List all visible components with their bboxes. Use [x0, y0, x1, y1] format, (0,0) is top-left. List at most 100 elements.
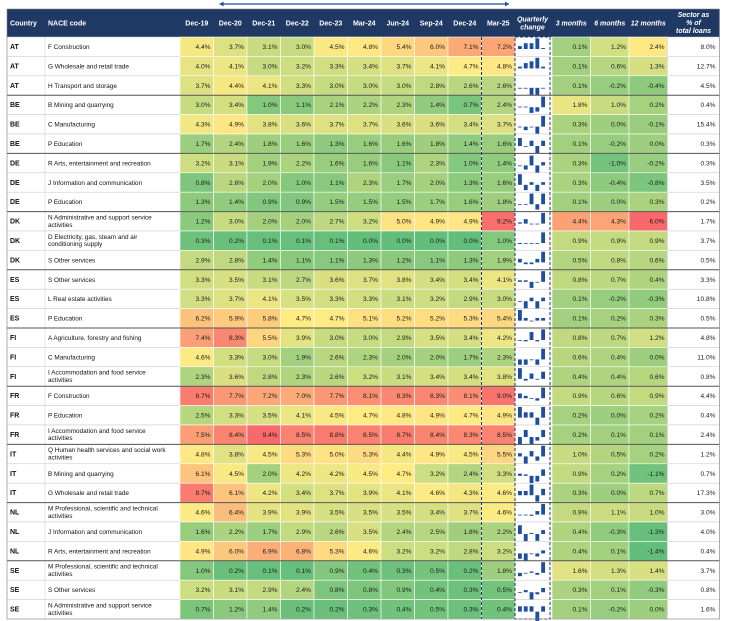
value-label: 1.6%	[296, 141, 311, 148]
value-label: 0.8%	[363, 587, 378, 594]
share-label: 3.3%	[700, 277, 715, 284]
share-label: 4.4%	[700, 393, 715, 400]
value-label: 3.1%	[262, 277, 277, 284]
header-quarter: Mar-24	[353, 21, 376, 28]
sparkline-bar	[529, 320, 534, 322]
sparkline-bar	[535, 107, 540, 112]
value-label: 3.1%	[396, 296, 411, 303]
value-label: 2.6%	[497, 83, 512, 90]
value-label: 4.1%	[396, 490, 411, 497]
sparkline-bar	[523, 219, 528, 224]
share-label: 3.7%	[700, 238, 715, 245]
nace-label: activities	[48, 610, 73, 617]
value-label: 1.3%	[329, 141, 344, 148]
change-label: 0.2%	[649, 451, 664, 458]
value-label: 8.1%	[363, 393, 378, 400]
value-label: 1.6%	[497, 180, 512, 187]
change-label: 0.9%	[572, 238, 587, 245]
value-label: 1.6%	[363, 160, 378, 167]
value-label: 0.0%	[396, 238, 411, 245]
sparkline-bar	[535, 317, 540, 321]
sparkline-bar	[523, 165, 528, 170]
change-label: 0.6%	[572, 354, 587, 361]
country-label: NL	[10, 510, 20, 517]
change-label: 1.8%	[572, 102, 587, 109]
change-label: -0.3%	[647, 587, 664, 594]
value-label: 3.5%	[430, 335, 445, 342]
sparkline-bar	[541, 587, 546, 593]
value-label: 3.7%	[329, 122, 344, 129]
sparkline-bar	[535, 184, 540, 192]
sparkline-bar	[541, 48, 546, 50]
sparkline-bar	[529, 553, 534, 555]
value-label: 6.9%	[262, 548, 277, 555]
arrow-head-right	[505, 1, 509, 7]
value-label: 1.1%	[430, 257, 445, 264]
value-label: 4.7%	[463, 63, 478, 70]
value-label: 5.8%	[262, 316, 277, 323]
value-label: 1.4%	[229, 199, 244, 206]
country-label: ES	[10, 316, 20, 323]
value-label: 2.6%	[329, 354, 344, 361]
header-quarter: Dec-21	[252, 21, 275, 28]
change-label: 0.1%	[572, 44, 587, 51]
value-label: 0.7%	[195, 607, 210, 614]
share-label: 12.7%	[697, 63, 716, 70]
value-label: 1.9%	[262, 160, 277, 167]
share-label: 0.2%	[700, 199, 715, 206]
value-label: 4.6%	[497, 490, 512, 497]
country-label: DE	[10, 199, 20, 206]
change-label: 1.0%	[649, 510, 664, 517]
sparkline-bar	[541, 212, 546, 224]
sparkline-bar	[523, 514, 528, 516]
sparkline-bar	[523, 340, 528, 342]
header-quarter: Dec-22	[286, 21, 309, 28]
share-label: 8.0%	[700, 44, 715, 51]
header-quarter: Mar-25	[487, 21, 510, 28]
value-label: 0.2%	[329, 607, 344, 614]
value-label: 4.4%	[396, 451, 411, 458]
country-label: AT	[10, 63, 20, 70]
value-label: 3.6%	[229, 374, 244, 381]
country-label: SE	[10, 568, 20, 575]
value-label: 4.6%	[430, 490, 445, 497]
value-label: 6.8%	[296, 548, 311, 555]
change-label: 0.1%	[611, 587, 626, 594]
value-label: 5.5%	[262, 335, 277, 342]
sparkline-bar	[541, 66, 546, 69]
value-label: 3.2%	[497, 548, 512, 555]
value-label: 8.3%	[396, 393, 411, 400]
value-label: 0.3%	[463, 587, 478, 594]
sparkline-bar	[541, 271, 546, 282]
sparkline-bar	[529, 332, 534, 341]
header-quarter: Dec-20	[219, 21, 242, 28]
value-label: 3.0%	[363, 335, 378, 342]
sparkline-bar	[529, 398, 534, 400]
value-label: 1.6%	[363, 141, 378, 148]
arrow-head-left	[219, 1, 224, 7]
nace-label: D Electricity, gas, steam and air	[48, 234, 138, 241]
country-label: AT	[10, 44, 20, 51]
sparkline-bar	[518, 138, 522, 147]
sparkline-bar	[518, 165, 522, 167]
sparkline-bar	[518, 606, 522, 612]
value-label: 2.2%	[363, 102, 378, 109]
change-label: 0.3%	[572, 490, 587, 497]
value-label: 3.1%	[396, 374, 411, 381]
value-label: 3.3%	[329, 63, 344, 70]
value-label: 2.6%	[463, 83, 478, 90]
sparkline-bar	[523, 490, 528, 496]
sparkline-bar	[535, 592, 540, 595]
nace-label: S Other services	[48, 277, 95, 284]
sparkline-bar	[535, 456, 540, 461]
value-label: 0.2%	[229, 568, 244, 575]
nace-label: J Information and communication	[48, 529, 143, 536]
value-label: 5.4%	[497, 316, 512, 323]
value-label: 4.7%	[396, 471, 411, 478]
value-label: 8.5%	[296, 432, 311, 439]
country-label: IT	[10, 471, 17, 478]
nace-label: conditioning supply	[48, 241, 103, 248]
value-label: 1.6%	[463, 199, 478, 206]
value-label: 2.8%	[229, 257, 244, 264]
value-label: 5.1%	[363, 316, 378, 323]
